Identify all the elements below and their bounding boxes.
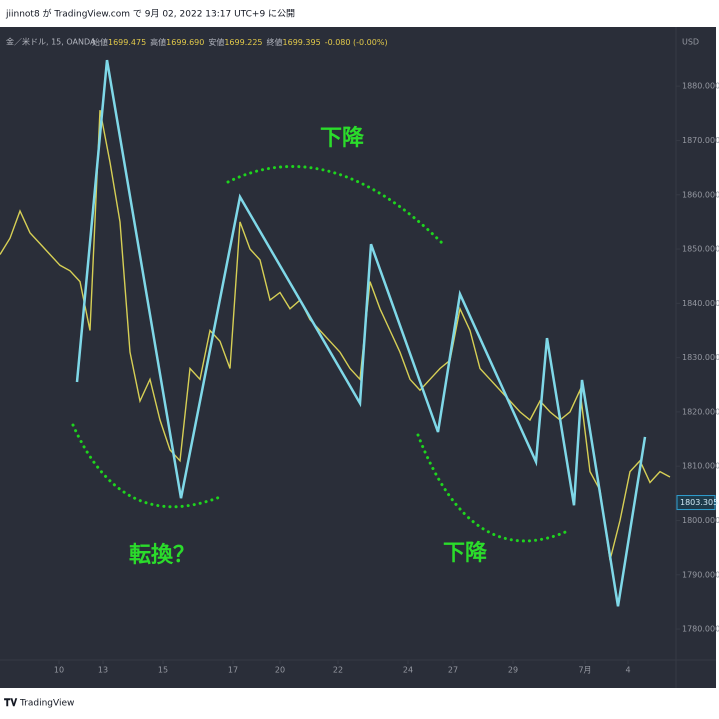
ohlc-label: 終値: [267, 37, 283, 47]
currency: USD: [682, 38, 699, 47]
ohlc-label: 安値: [208, 37, 224, 47]
footer-brand: TradingView: [19, 699, 74, 709]
ohlc-value: 1699.475: [108, 38, 146, 47]
x-tick-label: 22: [333, 666, 343, 675]
y-tick-label: 1780.000: [682, 625, 719, 634]
y-tick-label: 1800.000: [682, 516, 719, 525]
ohlc-legend: 始値1699.475 高値1699.690 安値1699.225 終値1699.395…: [92, 37, 388, 47]
y-tick-label: 1870.000: [682, 136, 719, 145]
dotted-arc: [416, 433, 572, 543]
x-tick-label: 27: [448, 666, 458, 675]
annotation: 下降: [320, 126, 365, 151]
change: -0.080 (-0.00%): [325, 38, 388, 47]
dotted-arc: [71, 423, 222, 509]
price-line: [0, 109, 671, 561]
y-tick-label: 1810.000: [682, 462, 719, 471]
x-tick-label: 24: [403, 666, 413, 675]
y-tick-label: 1880.000: [682, 82, 719, 91]
zigzag-line: [75, 59, 647, 607]
ohlc-value: 1699.225: [224, 38, 262, 47]
x-tick-label: 29: [508, 666, 518, 675]
ohlc-value: 1699.690: [166, 38, 204, 47]
x-tick-label: 13: [98, 666, 108, 675]
last-price-label: 1803.305: [680, 498, 718, 507]
annotation: 下降: [443, 541, 488, 566]
dotted-arc: [226, 164, 444, 245]
y-tick-label: 1840.000: [682, 299, 719, 308]
x-tick-label: 4: [625, 666, 630, 675]
y-tick-label: 1850.000: [682, 245, 719, 254]
x-tick-label: 20: [275, 666, 285, 675]
y-tick-label: 1820.000: [682, 407, 719, 416]
logo-mark: 𝐓𝐕: [4, 697, 17, 709]
x-tick-label: 17: [228, 666, 238, 675]
y-tick-label: 1830.000: [682, 353, 719, 362]
x-tick-label: 7月: [578, 666, 591, 675]
ohlc-label: 高値: [150, 37, 166, 47]
ohlc-value: 1699.395: [283, 38, 321, 47]
publish-header: jiinnot8 が TradingView.com で 9月 02, 2022…: [5, 8, 295, 20]
ohlc-text: 始値1699.475 高値1699.690 安値1699.225 終値1699.395…: [92, 37, 388, 47]
y-tick-label: 1790.000: [682, 570, 719, 579]
x-tick-label: 10: [54, 666, 64, 675]
ohlc-label: 始値: [92, 37, 108, 47]
x-tick-label: 15: [158, 666, 168, 675]
symbol: 金／米ドル, 15, OANDA: [6, 37, 96, 47]
last-price-box: [676, 495, 716, 511]
y-tick-label: 1860.000: [682, 190, 719, 199]
annotation: 転換？: [129, 542, 195, 568]
